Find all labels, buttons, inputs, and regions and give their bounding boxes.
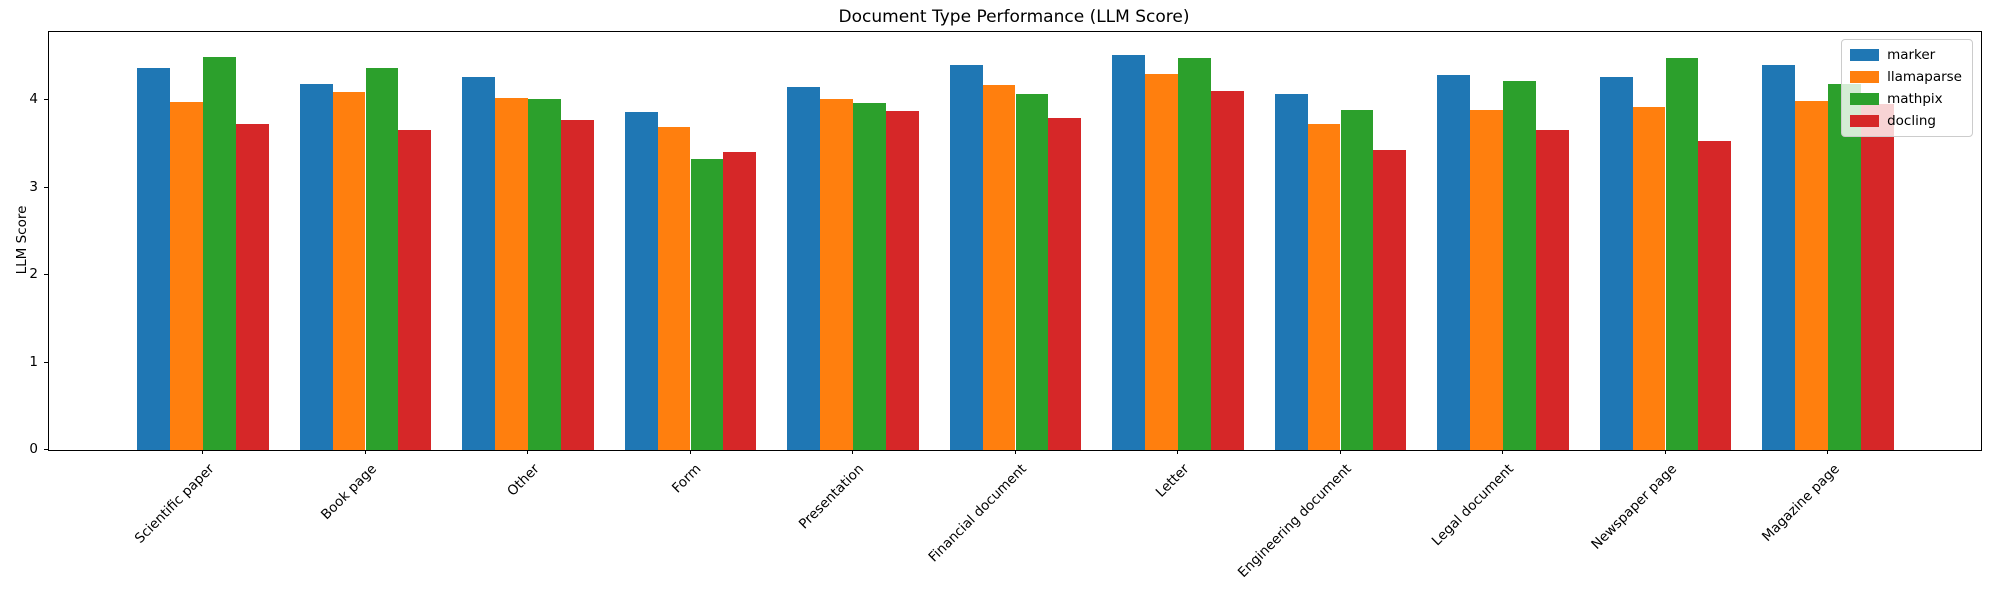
y-tick-mark: [44, 274, 48, 276]
legend-swatch-icon: [1850, 93, 1880, 105]
bar-llamaparse-9: [1632, 107, 1666, 450]
y-tick-label: 2: [29, 266, 38, 283]
bar-marker-5: [949, 65, 983, 450]
bar-docling-3: [723, 151, 757, 450]
bar-mathpix-0: [203, 57, 236, 450]
bar-marker-7: [1274, 94, 1308, 450]
legend-item-marker: marker: [1850, 47, 1962, 63]
x-tick-mark: [1339, 450, 1341, 454]
x-tick-mark: [1177, 450, 1178, 454]
x-tick-mark: [1827, 450, 1828, 454]
legend-label: marker: [1887, 47, 1936, 63]
y-tick-label: 4: [29, 91, 38, 108]
y-tick-mark: [44, 99, 48, 101]
bar-marker-6: [1112, 54, 1146, 450]
bar-mathpix-1: [365, 67, 399, 450]
bar-docling-2: [560, 120, 594, 450]
y-tick-label: 0: [29, 441, 38, 457]
bar-docling-6: [1210, 91, 1244, 450]
bar-marker-8: [1437, 74, 1471, 450]
bar-docling-5: [1048, 117, 1082, 450]
bar-marker-2: [462, 76, 496, 450]
x-tick-mark: [1502, 450, 1503, 454]
y-axis-label: LLM Score: [14, 205, 30, 275]
y-tick-mark: [44, 186, 48, 188]
bar-docling-7: [1373, 150, 1407, 450]
legend-swatch-icon: [1850, 115, 1880, 127]
y-tick-label: 3: [29, 178, 38, 195]
bar-marker-9: [1599, 76, 1633, 450]
bar-mathpix-6: [1178, 58, 1211, 450]
bar-llamaparse-2: [495, 97, 528, 450]
x-tick-mark: [527, 450, 528, 454]
x-tick-mark: [1664, 450, 1666, 454]
plot-area: marker llamaparse mathpix docling: [48, 31, 1982, 451]
bar-marker-10: [1762, 65, 1796, 450]
legend: marker llamaparse mathpix docling: [1841, 39, 1973, 137]
bar-llamaparse-1: [332, 92, 366, 450]
bar-docling-0: [235, 123, 269, 450]
bar-llamaparse-7: [1307, 123, 1341, 450]
bar-marker-4: [787, 87, 821, 450]
y-tick-mark: [44, 361, 48, 363]
bar-docling-4: [885, 110, 919, 450]
legend-label: mathpix: [1887, 91, 1943, 107]
bar-marker-3: [624, 112, 658, 450]
bar-docling-9: [1698, 141, 1732, 450]
x-tick-mark: [852, 450, 853, 454]
bar-docling-8: [1535, 129, 1569, 450]
bar-mathpix-10: [1828, 84, 1861, 450]
y-tick-mark: [44, 449, 48, 450]
bar-mathpix-2: [528, 99, 561, 450]
legend-label: docling: [1887, 113, 1936, 129]
bar-docling-1: [398, 129, 432, 450]
legend-swatch-icon: [1850, 49, 1880, 61]
bar-llamaparse-8: [1470, 109, 1503, 450]
bar-mathpix-4: [853, 102, 886, 450]
bar-mathpix-7: [1340, 109, 1374, 450]
x-tick-mark: [1014, 450, 1016, 454]
x-tick-mark: [364, 450, 366, 454]
legend-item-llamaparse: llamaparse: [1850, 69, 1962, 85]
bar-llamaparse-4: [820, 99, 853, 450]
bar-llamaparse-3: [657, 127, 691, 450]
bar-marker-0: [137, 67, 171, 450]
x-tick-mark: [689, 450, 691, 454]
bar-mathpix-3: [690, 158, 724, 450]
y-tick-label: 1: [29, 353, 38, 370]
x-tick-mark: [202, 450, 203, 454]
bar-llamaparse-10: [1795, 101, 1828, 450]
legend-item-docling: docling: [1850, 113, 1962, 129]
bar-llamaparse-6: [1145, 73, 1178, 450]
chart-title: Document Type Performance (LLM Score): [838, 7, 1190, 27]
bar-docling-10: [1860, 103, 1894, 450]
bar-marker-1: [299, 84, 333, 450]
bar-llamaparse-5: [982, 85, 1016, 450]
legend-swatch-icon: [1850, 71, 1880, 83]
bar-mathpix-5: [1015, 94, 1049, 450]
bar-mathpix-9: [1665, 58, 1699, 450]
bar-llamaparse-0: [170, 101, 203, 450]
legend-item-mathpix: mathpix: [1850, 91, 1962, 107]
legend-label: llamaparse: [1887, 69, 1962, 85]
bar-mathpix-8: [1503, 80, 1536, 450]
